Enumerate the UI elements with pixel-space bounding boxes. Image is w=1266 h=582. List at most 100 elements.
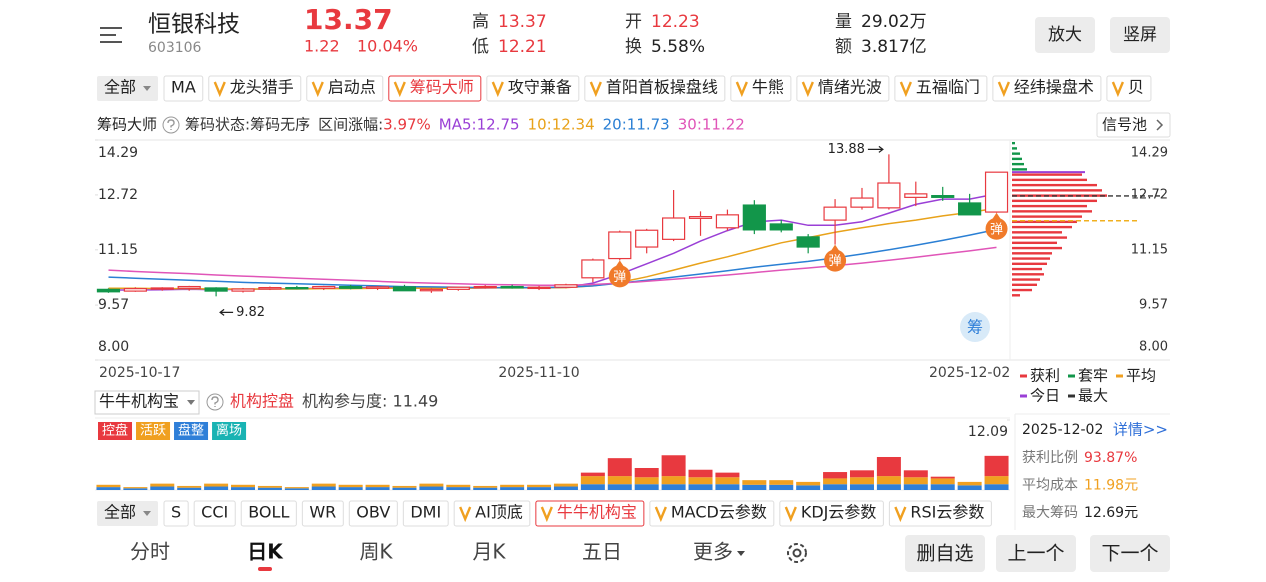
nav-tab[interactable]: 日K xyxy=(247,540,284,564)
detail-link[interactable]: 详情>> xyxy=(1113,421,1168,439)
menu-icon[interactable] xyxy=(100,27,122,43)
indicator-selector[interactable]: 牛牛机构宝 xyxy=(94,390,200,415)
tab-label: 启动点 xyxy=(328,78,376,97)
series-tag-box xyxy=(98,422,133,440)
candle-body xyxy=(688,215,713,219)
candle-body xyxy=(662,217,686,240)
volume-bar xyxy=(96,484,121,488)
chip-bar xyxy=(1012,183,1097,187)
tab[interactable]: 首阳首板操盘线 xyxy=(584,75,726,102)
v-icon xyxy=(654,506,667,523)
button-bg xyxy=(1035,17,1095,53)
volume-bar xyxy=(338,484,363,488)
tab[interactable]: 启动点 xyxy=(306,75,384,102)
tab[interactable]: 全部 xyxy=(97,501,159,526)
volume-bar xyxy=(903,477,928,485)
indicator-tabs: 全部 MA 龙头猎手 启动点 筹码大师 攻守兼备 首阳首板操盘线 牛熊 情绪光波 五福临门 经纬操盘… xyxy=(97,75,1152,102)
chevron xyxy=(1156,119,1164,131)
volume-bar xyxy=(580,484,605,490)
v-icon xyxy=(540,506,553,523)
tab[interactable]: DMI xyxy=(402,500,449,527)
tab[interactable]: AI顶底 xyxy=(453,500,531,527)
tab[interactable]: RSI云参数 xyxy=(888,500,992,527)
ma-value: 20:11.73 xyxy=(603,116,670,134)
nav-button[interactable]: 下一个 xyxy=(1090,535,1170,572)
v-icon xyxy=(801,81,814,98)
volume-bar xyxy=(231,487,256,490)
selector-box xyxy=(94,390,200,415)
tab[interactable]: 贝 xyxy=(1106,75,1152,102)
chip-bar xyxy=(1012,288,1032,292)
tab[interactable]: KDJ云参数 xyxy=(779,500,884,527)
nav-tab[interactable]: 更多 xyxy=(693,540,733,564)
help-icon[interactable] xyxy=(162,116,180,134)
header-button[interactable]: 竖屏 xyxy=(1110,17,1170,53)
signal-marker[interactable] xyxy=(608,265,631,288)
stat-label: 额 xyxy=(835,37,852,57)
volume-bar xyxy=(876,484,901,490)
volume-participation: 机构参与度: 11.49 xyxy=(302,392,438,411)
tab[interactable]: OBV xyxy=(348,500,398,527)
chip-bar xyxy=(1012,157,1022,161)
chip-bar xyxy=(1012,152,1020,155)
volume-bar xyxy=(903,470,928,478)
tab[interactable]: WR xyxy=(301,500,344,527)
series-tag-label: 控盘 xyxy=(102,423,128,439)
chip-row-label: 平均成本 xyxy=(1022,478,1078,494)
tab[interactable]: MACD云参数 xyxy=(649,500,775,527)
tab[interactable]: MA xyxy=(163,75,204,102)
tab-label: 筹码大师 xyxy=(410,78,474,97)
chip-bar xyxy=(1012,241,1057,245)
button-bg xyxy=(996,535,1076,572)
volume-bar xyxy=(984,476,1009,485)
tab-box xyxy=(888,500,992,527)
tab[interactable]: 龙头猎手 xyxy=(208,75,302,102)
tab[interactable]: BOLL xyxy=(240,500,297,527)
help-icon[interactable] xyxy=(206,393,224,411)
legend-label: 最大 xyxy=(1078,387,1108,405)
tab[interactable]: 牛牛机构宝 xyxy=(535,500,645,527)
volume-bar xyxy=(769,480,794,485)
price: 13.37 xyxy=(304,3,393,36)
candle-body xyxy=(527,286,551,290)
signal-pool-button[interactable]: 信号池 xyxy=(1096,112,1171,138)
candle-body xyxy=(500,285,524,289)
candle-body xyxy=(446,286,470,290)
signal-marker[interactable] xyxy=(985,217,1008,240)
sub-indicator-tabs: 全部 S CCI BOLL WR OBV DMI AI顶底 牛牛机构宝 MACD云参数 KDJ云参数… xyxy=(97,500,992,527)
settings-icon[interactable] xyxy=(787,543,807,563)
volume-bar xyxy=(284,487,309,489)
active-underline xyxy=(258,567,272,571)
tab[interactable]: 情绪光波 xyxy=(796,75,890,102)
tab-box xyxy=(779,500,884,527)
volume-bar xyxy=(849,477,874,485)
tab[interactable]: 全部 xyxy=(97,76,159,101)
volume-bar xyxy=(876,456,901,477)
header-button[interactable]: 放大 xyxy=(1035,17,1095,53)
tab[interactable]: CCI xyxy=(193,500,236,527)
signal-marker[interactable] xyxy=(824,249,847,272)
series-tag-box xyxy=(174,422,209,440)
tab-label: RSI云参数 xyxy=(910,503,984,522)
tab[interactable]: 经纬操盘术 xyxy=(992,75,1102,102)
tab[interactable]: 筹码大师 xyxy=(388,75,482,102)
ma-line xyxy=(108,228,997,289)
tab[interactable]: 攻守兼备 xyxy=(486,75,580,102)
nav-tab[interactable]: 周K xyxy=(359,540,393,564)
tab[interactable]: 牛熊 xyxy=(730,75,792,102)
nav-tab[interactable]: 月K xyxy=(472,540,506,564)
chip-badge[interactable] xyxy=(960,312,990,342)
nav-button[interactable]: 上一个 xyxy=(996,535,1076,572)
tab[interactable]: S xyxy=(163,500,189,527)
tab-box xyxy=(992,75,1102,102)
y-tick-label: 11.15 xyxy=(98,242,138,258)
annotation-arrow xyxy=(219,308,234,316)
chip-bar xyxy=(1012,257,1050,260)
ma-value: 10:12.34 xyxy=(528,116,595,134)
stat-value: 3.817亿 xyxy=(861,37,927,57)
nav-tab[interactable]: 分时 xyxy=(130,540,170,564)
nav-tab[interactable]: 五日 xyxy=(582,540,622,564)
chip-bar xyxy=(1012,173,1082,176)
tab[interactable]: 五福临门 xyxy=(894,75,988,102)
nav-button[interactable]: 删自选 xyxy=(905,535,985,572)
